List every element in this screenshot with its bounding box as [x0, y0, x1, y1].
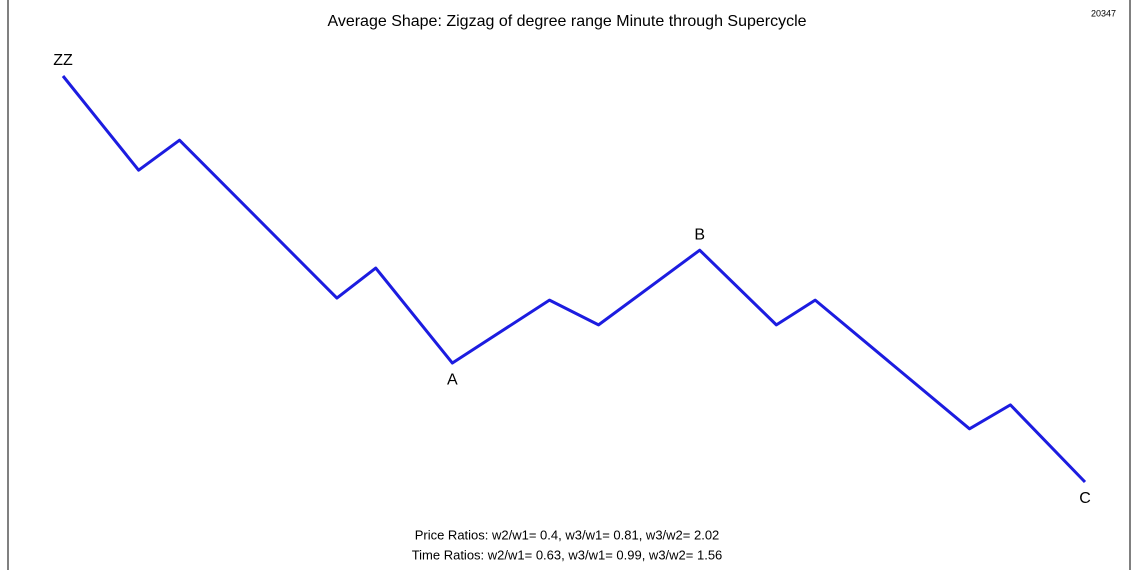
chart-title: Average Shape: Zigzag of degree range Mi…	[327, 13, 806, 30]
note: Price Ratios: w2/w1= 0.4, w3/w1= 0.81, w…	[415, 527, 720, 542]
point-label: C	[1079, 490, 1091, 507]
id-label: 20347	[1091, 8, 1116, 18]
line	[61, 75, 1087, 484]
point-label: A	[447, 371, 458, 388]
point-label: B	[694, 226, 705, 243]
point-label: ZZ	[53, 52, 73, 69]
note: Time Ratios: w2/w1= 0.63, w3/w1= 0.99, w…	[412, 547, 723, 562]
